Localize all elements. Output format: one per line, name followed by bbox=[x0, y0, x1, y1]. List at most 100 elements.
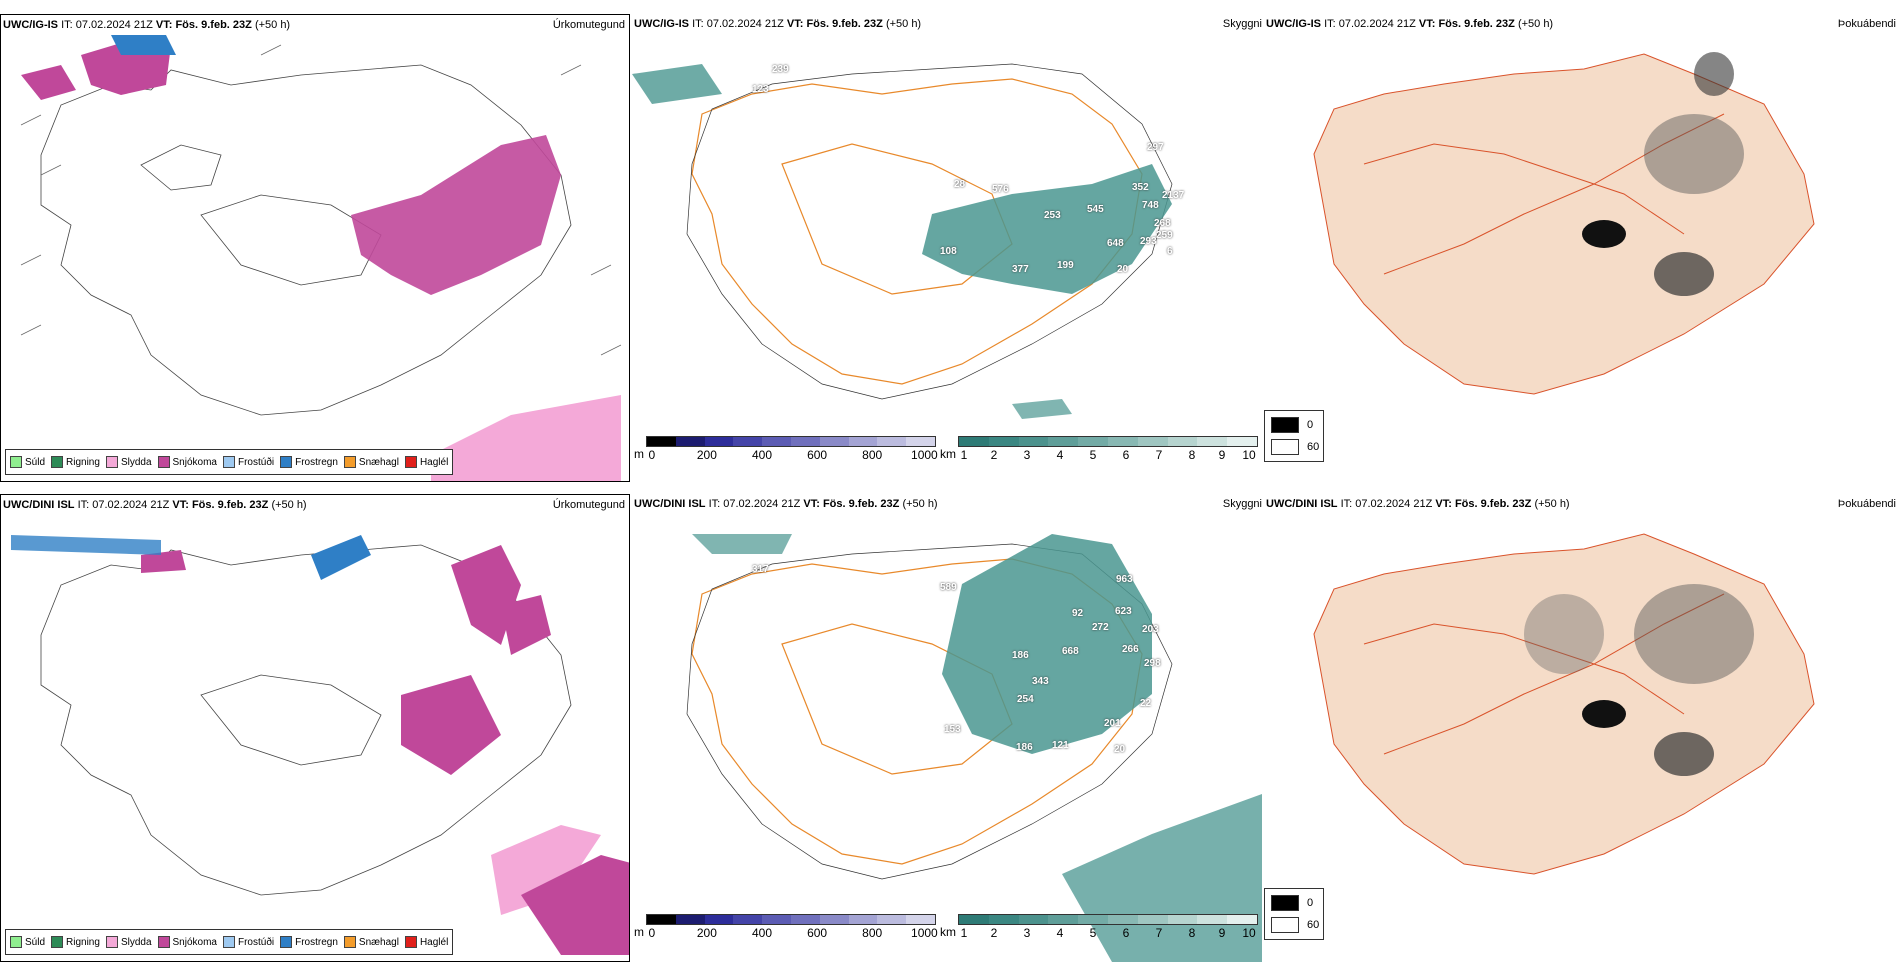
vt-label: VT: bbox=[1418, 18, 1436, 30]
legend-item: Rigning bbox=[51, 936, 100, 948]
height-label: 20 bbox=[1117, 264, 1129, 275]
vt-label: VT: bbox=[1435, 498, 1452, 510]
height-label: 28 bbox=[954, 179, 966, 190]
vt-value: Fös. 9.feb. 23Z bbox=[1438, 18, 1515, 30]
visibility-scale-bar bbox=[958, 914, 1258, 925]
it-label: IT: bbox=[61, 19, 73, 31]
model-name: UWC/DINI ISL bbox=[3, 499, 75, 511]
model-name: UWC/IG-IS bbox=[3, 19, 58, 31]
lead-time: (+50 h) bbox=[254, 19, 291, 31]
model-name: UWC/IG-IS bbox=[634, 18, 689, 30]
height-label: 239 bbox=[772, 64, 789, 75]
panel-title-fog: Þokuábendi bbox=[1837, 18, 1896, 30]
visibility-scale-ticks: 1 2 3 4 5 6 7 8 9 10 bbox=[960, 448, 1256, 462]
it-label: IT: bbox=[1340, 498, 1353, 510]
panel-title-precip: Úrkomutegund bbox=[552, 499, 625, 511]
height-scale-top: m 0 200 400 600 800 1000 bbox=[634, 436, 938, 464]
legend-item: Slydda bbox=[105, 936, 152, 948]
lead-time: (+50 h) bbox=[885, 18, 922, 30]
height-label: 186 bbox=[1016, 742, 1033, 753]
height-label: 272 bbox=[1092, 622, 1109, 633]
fog-header-bottom: UWC/DINI ISL IT: 07.02.2024 21Z VT: Fös.… bbox=[1266, 498, 1570, 510]
visibility-scale-bar bbox=[958, 436, 1258, 447]
height-label: 92 bbox=[1072, 608, 1084, 619]
lead-time: (+50 h) bbox=[1534, 498, 1570, 510]
lead-time: (+50 h) bbox=[902, 498, 938, 510]
lead-time: (+50 h) bbox=[271, 499, 307, 511]
height-label: 108 bbox=[940, 246, 957, 257]
legend-item: Frostregn bbox=[280, 456, 338, 468]
vt-value: Fös. 9.feb. 23Z bbox=[1454, 498, 1532, 510]
fog-scale-top-label: 0 bbox=[1307, 419, 1314, 431]
height-scale-ticks: 0 200 400 600 800 1000 bbox=[648, 926, 938, 940]
vt-label: VT: bbox=[172, 499, 189, 511]
height-label: 186 bbox=[1012, 650, 1029, 661]
legend-item: Snæhagl bbox=[343, 456, 399, 468]
legend-item: Frostúði bbox=[222, 456, 274, 468]
fog-scale-top-label: 0 bbox=[1307, 897, 1314, 909]
legend-item: Súld bbox=[10, 936, 45, 948]
it-value: 07.02.2024 21Z bbox=[75, 19, 153, 31]
precip-panel-bottom: UWC/DINI ISL IT: 07.02.2024 21Z VT: Fös.… bbox=[0, 494, 630, 962]
height-label: 22 bbox=[1140, 698, 1152, 709]
legend-item: Snjókoma bbox=[157, 456, 217, 468]
panel-title-precip: Úrkomutegund bbox=[552, 19, 625, 31]
it-label: IT: bbox=[708, 498, 721, 510]
it-value: 07.02.2024 21Z bbox=[706, 18, 784, 30]
precip-map-top bbox=[20, 35, 622, 481]
height-label: 201 bbox=[1104, 718, 1121, 729]
height-scale-bottom: m 0 200 400 600 800 1000 bbox=[634, 914, 938, 942]
height-label: 268 bbox=[1154, 218, 1171, 229]
it-value: 07.02.2024 21Z bbox=[1355, 498, 1433, 510]
panel-title-cloud: Skyggni bbox=[1222, 18, 1262, 30]
it-value: 07.02.2024 21Z bbox=[723, 498, 801, 510]
height-label: 748 bbox=[1142, 200, 1159, 211]
height-label: 266 bbox=[1122, 644, 1139, 655]
vt-label: VT: bbox=[155, 19, 173, 31]
fog-header-top: UWC/IG-IS IT: 07.02.2024 21Z VT: Fös. 9.… bbox=[1266, 18, 1553, 30]
precip-header-top: UWC/IG-IS IT: 07.02.2024 21Z VT: Fös. 9.… bbox=[3, 19, 290, 31]
visibility-scale-ticks: 1 2 3 4 5 6 7 8 9 10 bbox=[960, 926, 1256, 940]
visibility-map-top bbox=[632, 63, 1173, 419]
legend-item: Rigning bbox=[51, 456, 100, 468]
model-name: UWC/IG-IS bbox=[1266, 18, 1321, 30]
fog-map-top bbox=[1313, 52, 1815, 395]
vt-label: VT: bbox=[803, 498, 820, 510]
fog-scale-bottom-label: 60 bbox=[1307, 919, 1320, 931]
height-unit: m bbox=[634, 447, 644, 461]
height-label: 123 bbox=[752, 84, 769, 95]
vt-value: Fös. 9.feb. 23Z bbox=[175, 19, 252, 31]
height-label: 576 bbox=[992, 184, 1009, 195]
height-scale-bar bbox=[646, 914, 936, 925]
legend-item: Súld bbox=[10, 456, 45, 468]
it-value: 07.02.2024 21Z bbox=[92, 499, 170, 511]
legend-item: Snæhagl bbox=[343, 936, 399, 948]
height-label: 254 bbox=[1017, 694, 1034, 705]
precip-panel-top: UWC/IG-IS IT: 07.02.2024 21Z VT: Fös. 9.… bbox=[0, 14, 630, 482]
vt-value: Fös. 9.feb. 23Z bbox=[806, 18, 883, 30]
fog-panel-top: UWC/IG-IS IT: 07.02.2024 21Z VT: Fös. 9.… bbox=[1264, 14, 1900, 482]
height-label: 668 bbox=[1062, 646, 1079, 657]
it-label: IT: bbox=[1324, 18, 1336, 30]
fog-scale-bottom: 0 60 bbox=[1264, 888, 1324, 940]
legend-item: Snjókoma bbox=[157, 936, 217, 948]
height-label: 6 bbox=[1167, 246, 1173, 257]
height-label: 298 bbox=[1144, 658, 1161, 669]
visibility-header-top: UWC/IG-IS IT: 07.02.2024 21Z VT: Fös. 9.… bbox=[634, 18, 921, 30]
visibility-unit: km bbox=[940, 925, 956, 939]
vt-label: VT: bbox=[786, 18, 804, 30]
legend-item: Frostúði bbox=[222, 936, 274, 948]
panel-title-fog: Þokuábendi bbox=[1837, 498, 1896, 510]
height-scale-bar bbox=[646, 436, 936, 447]
height-label: 20 bbox=[1114, 744, 1126, 755]
height-label: 648 bbox=[1107, 238, 1124, 249]
visibility-scale-bottom: km 1 2 3 4 5 6 7 8 9 10 bbox=[940, 914, 1258, 942]
vt-value: Fös. 9.feb. 23Z bbox=[191, 499, 269, 511]
height-label: 623 bbox=[1115, 606, 1132, 617]
model-name: UWC/DINI ISL bbox=[1266, 498, 1338, 510]
visibility-panel-bottom: UWC/DINI ISL IT: 07.02.2024 21Z VT: Fös.… bbox=[632, 494, 1262, 962]
height-label: 343 bbox=[1032, 676, 1049, 687]
height-label: 317 bbox=[752, 564, 769, 575]
visibility-scale-top: km 1 2 3 4 5 6 7 8 9 10 bbox=[940, 436, 1258, 464]
fog-scale-top: 0 60 bbox=[1264, 410, 1324, 462]
